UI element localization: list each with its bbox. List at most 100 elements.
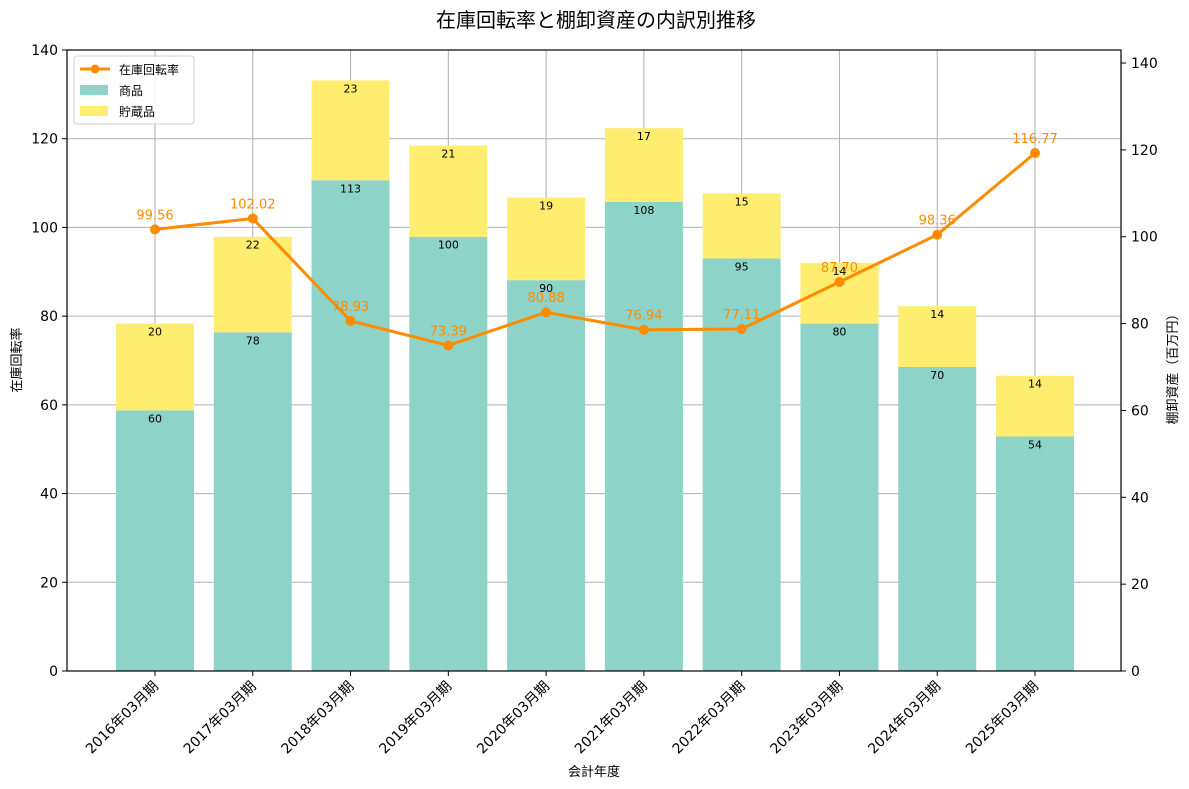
turnover-value-label: 98.36 — [919, 214, 956, 229]
turnover-value-label: 76.94 — [625, 309, 662, 324]
bar-shohin — [996, 436, 1074, 671]
bar-label-chozohin: 21 — [441, 148, 455, 161]
x-axis-title: 会計年度 — [568, 764, 620, 780]
x-tick-label: 2024年03月期 — [865, 679, 944, 758]
bar-shohin — [604, 201, 683, 671]
y-right-tick-label: 100 — [1131, 230, 1158, 246]
bar-value-labels: 60 20 78 22 113 23 100 21 90 19 108 17 95 15 80 14 70 14 5… — [148, 82, 1042, 451]
bar-label-chozohin: 17 — [637, 130, 651, 143]
bar-label-chozohin: 23 — [344, 82, 358, 95]
bar-chozohin — [702, 193, 781, 259]
bar-chozohin — [213, 236, 292, 333]
turnover-marker — [150, 224, 160, 235]
bar-chozohin — [409, 145, 488, 237]
turnover-value-label: 73.39 — [430, 324, 467, 339]
plot-frame — [66, 49, 1122, 672]
turnover-marker — [1030, 148, 1040, 159]
legend-patch-swatch — [80, 85, 108, 95]
y-axis-left-title: 在庫回転率 — [9, 327, 25, 392]
x-tick-label: 2022年03月期 — [670, 679, 749, 758]
y-left-tick-label: 60 — [40, 398, 58, 414]
y-axis-right-title: 棚卸資産（百万円） — [1165, 307, 1181, 424]
bar-shohin — [116, 410, 194, 671]
y-right-tick-label: 60 — [1131, 403, 1149, 419]
bar-label-shohin: 80 — [832, 326, 846, 339]
turnover-marker — [736, 323, 747, 334]
turnover-value-label: 116.77 — [1012, 132, 1058, 147]
bar-label-shohin: 108 — [633, 204, 654, 217]
chart-title: 在庫回転率と棚卸資産の内訳別推移 — [436, 8, 756, 32]
x-tick-label: 2023年03月期 — [767, 679, 846, 758]
x-tick-label: 2017年03月期 — [181, 679, 260, 758]
line-series: 99.56 102.02 78.93 73.39 80.88 76.94 77.11 87.7… — [136, 132, 1058, 351]
bar-label-shohin: 54 — [1028, 438, 1042, 451]
bar-chozohin — [604, 128, 683, 202]
turnover-marker — [638, 324, 649, 335]
bar-series — [116, 80, 1074, 672]
y-right-tick-label: 120 — [1131, 143, 1158, 159]
turnover-value-label: 99.56 — [136, 208, 173, 223]
x-tick-label: 2018年03月期 — [279, 679, 358, 758]
bar-chozohin — [507, 197, 586, 281]
bar-label-chozohin: 14 — [832, 265, 846, 278]
y-right-tick-label: 20 — [1131, 577, 1149, 593]
bar-label-chozohin: 19 — [539, 200, 553, 213]
bar-label-chozohin: 15 — [735, 195, 749, 208]
legend-patch-swatch — [80, 106, 108, 116]
turnover-line — [154, 151, 1036, 348]
turnover-marker — [541, 307, 552, 318]
bar-label-shohin: 95 — [735, 260, 749, 273]
y-left-tick-label: 120 — [31, 132, 58, 148]
y-right-tick-label: 80 — [1131, 317, 1149, 333]
bar-shohin — [213, 332, 292, 671]
y-right-tick-label: 0 — [1131, 664, 1140, 680]
bar-shohin — [898, 367, 977, 671]
x-tick-label: 2016年03月期 — [83, 679, 162, 758]
bar-label-shohin: 70 — [930, 369, 944, 382]
turnover-marker — [932, 229, 943, 240]
bar-label-shohin: 90 — [539, 282, 553, 295]
turnover-marker — [834, 276, 845, 287]
turnover-marker — [345, 315, 356, 326]
y-left-tick-label: 20 — [40, 575, 58, 591]
y-right-tick-label: 40 — [1131, 490, 1149, 506]
bar-label-chozohin: 14 — [930, 308, 944, 321]
bar-chozohin — [311, 80, 390, 181]
y-left-tick-label: 140 — [31, 43, 58, 59]
legend-label: 貯蔵品 — [119, 105, 155, 119]
bar-label-shohin: 113 — [340, 182, 361, 195]
y-left-tick-label: 80 — [40, 309, 58, 325]
x-tick-label: 2025年03月期 — [963, 679, 1042, 758]
bar-shohin — [311, 180, 390, 671]
bar-shohin — [409, 236, 488, 672]
x-tick-label: 2019年03月期 — [376, 679, 455, 758]
x-tick-label: 2021年03月期 — [572, 679, 651, 758]
bar-label-shohin: 78 — [246, 334, 260, 347]
bar-chozohin — [116, 323, 194, 411]
bar-label-chozohin: 14 — [1028, 378, 1042, 391]
turnover-value-label: 80.88 — [528, 291, 565, 306]
turnover-value-label: 87.70 — [821, 261, 858, 276]
axes: 0 20 40 60 80 100 120 140 0 20 40 60 80 100 120 140 2016… — [31, 43, 1157, 757]
bar-shohin — [507, 280, 586, 671]
bar-shohin — [800, 323, 879, 671]
x-tick-label: 2020年03月期 — [474, 679, 553, 758]
legend-marker-swatch — [90, 64, 100, 74]
turnover-value-label: 78.93 — [332, 300, 369, 315]
legend-label: 在庫回転率 — [119, 62, 179, 77]
y-right-tick-label: 140 — [1131, 56, 1158, 72]
turnover-value-label: 102.02 — [230, 197, 276, 212]
bar-chozohin — [996, 375, 1074, 437]
turnover-value-label: 77.11 — [723, 308, 760, 323]
y-left-tick-label: 100 — [31, 220, 58, 236]
bar-label-chozohin: 20 — [148, 326, 162, 339]
bar-label-shohin: 100 — [438, 239, 459, 252]
legend-label: 商品 — [119, 83, 143, 98]
bar-chozohin — [898, 306, 977, 368]
y-left-tick-label: 40 — [40, 487, 58, 503]
turnover-marker — [443, 340, 454, 351]
bar-label-shohin: 60 — [148, 412, 162, 425]
bar-label-chozohin: 22 — [246, 239, 260, 252]
